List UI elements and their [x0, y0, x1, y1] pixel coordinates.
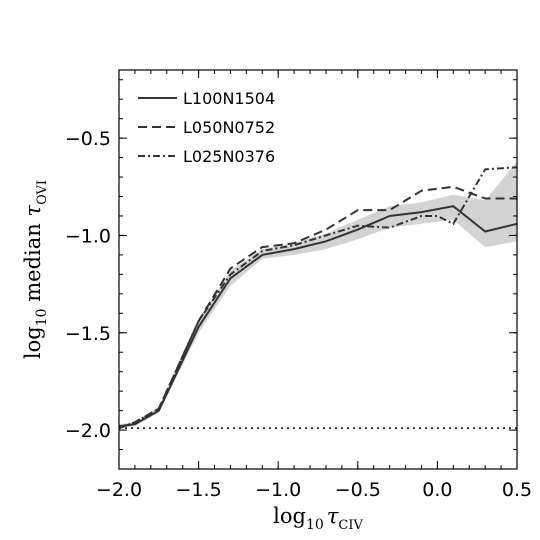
- shaded-band-layer: [119, 161, 517, 429]
- x-tick-label: −2.0: [96, 479, 142, 501]
- plot-frame: [118, 69, 518, 470]
- y-tick-label: −0.5: [65, 128, 111, 150]
- x-tick-label: −0.5: [335, 479, 381, 501]
- x-axis-label: log10 τCIV: [273, 504, 363, 533]
- y-axis-label: log10 median τOVI: [21, 180, 50, 359]
- scatter-band: [119, 161, 517, 429]
- x-tick-label: 0.0: [422, 479, 452, 501]
- series-line-l100n1504: [118, 205, 518, 428]
- series-layer: [118, 166, 518, 430]
- legend: L100N1504 L050N0752 L025N0376: [138, 89, 275, 166]
- legend-label: L025N0376: [183, 147, 275, 166]
- y-tick-label: −1.5: [65, 323, 111, 345]
- x-tick-label: −1.0: [255, 479, 301, 501]
- legend-label: L100N1504: [183, 89, 275, 108]
- x-tick-label: 0.5: [502, 479, 532, 501]
- legend-label: L050N0752: [183, 118, 275, 137]
- tick-layer: −2.0 −1.5 −1.0 −0.5 0.0 0.5 −2.0 −1.5 −1.0 −0.5: [65, 70, 532, 501]
- y-tick-label: −1.0: [65, 225, 111, 247]
- series-line-l025n0376: [118, 166, 518, 430]
- x-tick-label: −1.5: [176, 479, 222, 501]
- y-tick-label: −2.0: [65, 420, 111, 442]
